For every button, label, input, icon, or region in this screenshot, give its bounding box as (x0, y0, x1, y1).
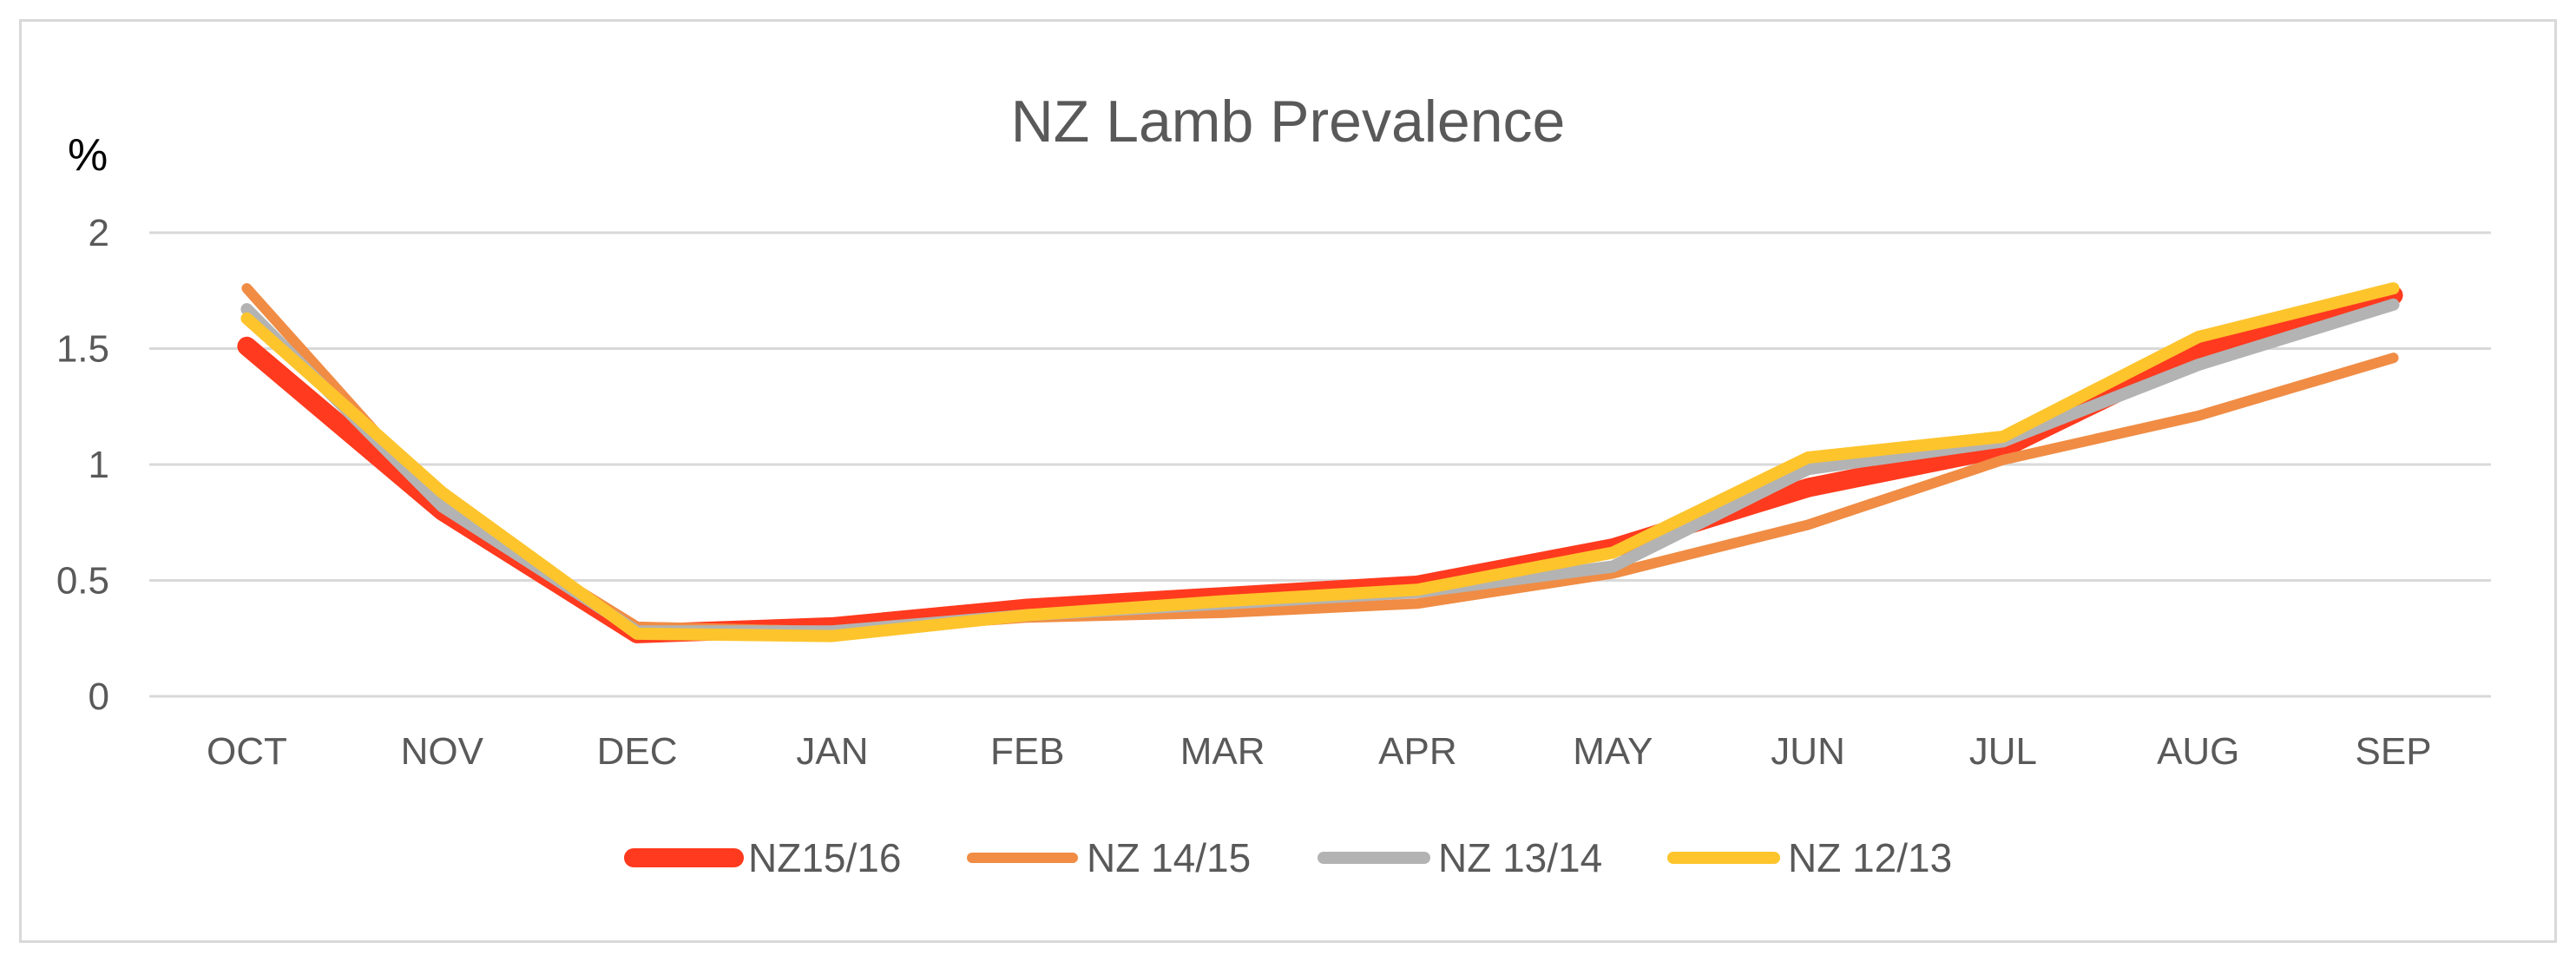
legend-label-0: NZ15/16 (748, 835, 901, 880)
y-tick-label: 0.5 (56, 560, 109, 603)
x-tick-label: MAR (1180, 730, 1265, 773)
y-tick-label: 1.5 (56, 328, 109, 371)
x-tick-label: NOV (401, 730, 484, 773)
y-axis-unit-label: % (68, 130, 108, 181)
series-line-3 (240, 282, 2400, 642)
x-tick-label: DEC (597, 730, 678, 773)
legend-label-3: NZ 12/13 (1788, 835, 1952, 880)
x-tick-label: APR (1378, 730, 1456, 773)
x-tick-label: OCT (207, 730, 287, 773)
x-tick-label: SEP (2356, 730, 2432, 773)
chart-area (19, 19, 2557, 943)
legend: NZ15/16 NZ 14/15 NZ 13/14 NZ 12/13 (624, 835, 1952, 880)
gridlines (149, 231, 2491, 698)
x-tick-label: JAN (796, 730, 868, 773)
x-tick-label: JUL (1969, 730, 2037, 773)
x-tick-label: AUG (2157, 730, 2239, 773)
x-tick-label: MAY (1573, 730, 1653, 773)
x-tick-label: FEB (990, 730, 1065, 773)
y-tick-label: 2 (89, 212, 109, 254)
y-axis-tick-labels: 0 0.5 1 1.5 2 (56, 212, 109, 718)
x-tick-label: JUN (1771, 730, 1845, 773)
legend-label-2: NZ 13/14 (1438, 835, 1602, 880)
chart-title: NZ Lamb Prevalence (1011, 89, 1566, 155)
y-tick-label: 1 (89, 444, 109, 486)
x-axis-tick-labels: OCT NOV DEC JAN FEB MAR APR MAY JUN JUL AUG SEP (207, 730, 2432, 773)
series-lines (237, 282, 2403, 643)
y-tick-label: 0 (89, 675, 109, 718)
legend-label-1: NZ 14/15 (1087, 835, 1251, 880)
